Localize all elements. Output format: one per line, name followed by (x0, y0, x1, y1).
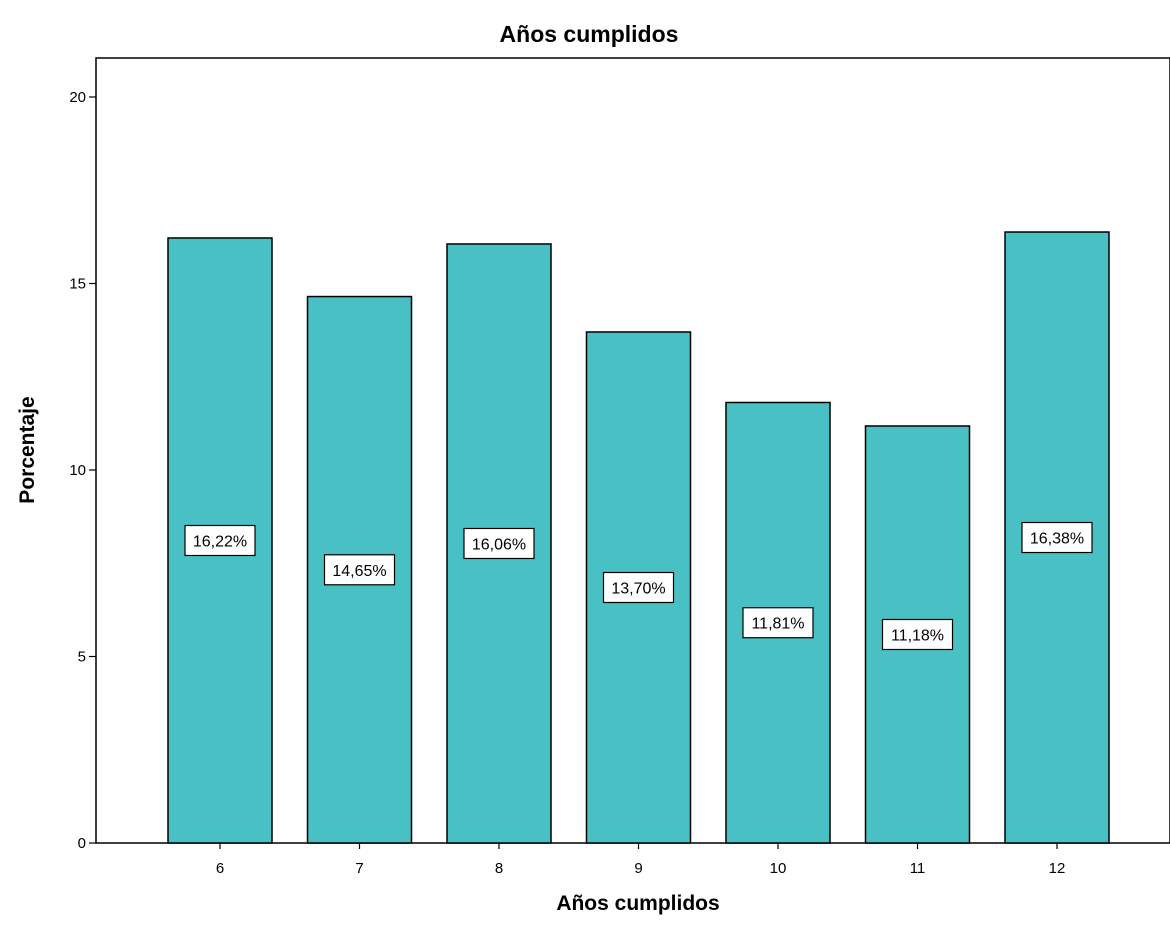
data-label-box-10 (742, 607, 814, 639)
y-tick-label-0: 0 (78, 835, 86, 852)
data-label-box-12 (1021, 521, 1093, 554)
x-tick-label-9: 9 (634, 860, 642, 877)
y-tick-label-20: 20 (69, 89, 86, 106)
x-tick-label-6: 6 (216, 860, 224, 877)
data-label-6: 16,22% (193, 533, 247, 550)
data-label-box-9 (602, 571, 675, 604)
data-label-box-7 (323, 554, 396, 586)
data-labels-layer: 16,22% 14,65% 16,06% 13,70% 11,81% 11,18% 16,3… (184, 521, 1093, 651)
data-label-box-8 (463, 527, 535, 560)
x-tick-label-10: 10 (770, 860, 787, 877)
data-label-box-11 (881, 618, 954, 651)
y-tick-label-5: 5 (78, 649, 86, 666)
data-label-10: 11,81% (751, 616, 804, 633)
data-label-7: 14,65% (332, 563, 386, 580)
data-label-11: 11,18% (891, 627, 944, 644)
x-tick-label-7: 7 (355, 860, 363, 877)
x-tick-label-8: 8 (495, 860, 503, 877)
data-label-8: 16,06% (472, 536, 526, 553)
x-axis: 6 7 8 9 10 11 12 (216, 843, 1066, 877)
bars-layer (167, 231, 1110, 844)
x-axis-title: Años cumplidos (556, 892, 719, 915)
y-tick-label-15: 15 (69, 276, 86, 293)
chart-title: Años cumplidos (500, 21, 679, 47)
y-axis: 0 5 10 15 20 (69, 89, 96, 852)
y-axis-title: Porcentaje (16, 396, 39, 503)
y-tick-label-10: 10 (69, 462, 86, 479)
data-label-12: 16,38% (1030, 531, 1084, 548)
x-tick-label-12: 12 (1049, 860, 1066, 877)
x-tick-label-11: 11 (910, 860, 926, 877)
data-label-9: 13,70% (611, 580, 665, 597)
data-label-box-6 (184, 524, 256, 557)
